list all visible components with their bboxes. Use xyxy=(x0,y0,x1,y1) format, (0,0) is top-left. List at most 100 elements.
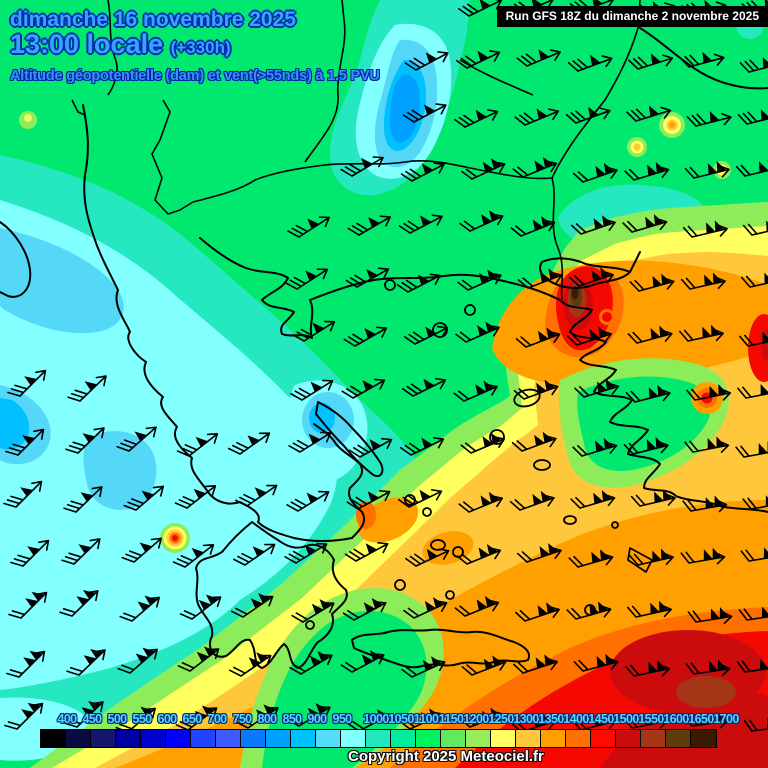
wind-barb xyxy=(515,602,560,622)
wind-barb xyxy=(116,426,157,452)
coastlines xyxy=(0,27,768,669)
wind-barb xyxy=(227,432,271,455)
colorbar-tick-label: 1700 xyxy=(713,712,739,726)
wind-barb xyxy=(454,596,500,617)
wind-barb xyxy=(457,0,503,17)
wind-barb xyxy=(515,327,561,348)
wind-barb xyxy=(292,320,336,342)
wind-barb xyxy=(511,431,557,452)
wind-barb xyxy=(623,437,669,455)
colorbar-cell xyxy=(641,730,666,747)
wind-barb xyxy=(570,490,616,509)
wind-barb xyxy=(566,601,612,620)
wind-barb xyxy=(284,542,328,564)
wind-barb xyxy=(514,108,560,126)
wind-barb xyxy=(61,538,101,565)
colorbar-tick-label: 1650 xyxy=(688,712,714,726)
wind-barb xyxy=(399,708,444,730)
wind-barb xyxy=(5,428,45,456)
wind-barb xyxy=(516,49,561,67)
wind-barb xyxy=(516,543,562,563)
wind-barb xyxy=(123,485,165,511)
colorbar-tick-label: 750 xyxy=(232,712,252,726)
wind-barb xyxy=(454,109,499,128)
colorbar-tick-label: 800 xyxy=(257,712,277,726)
wind-barb xyxy=(680,547,726,565)
colorbar-tick-label: 500 xyxy=(107,712,127,726)
colorbar-tick-label: 1450 xyxy=(588,712,614,726)
wind-barb xyxy=(347,709,392,732)
wind-barb xyxy=(678,324,724,342)
colorbar-cell xyxy=(91,730,116,747)
wind-barb xyxy=(684,161,730,179)
copyright-label: Copyright 2025 Meteociel.fr xyxy=(348,748,544,765)
wind-barb xyxy=(628,53,674,70)
wind-barb xyxy=(629,273,675,292)
wind-barb xyxy=(513,654,558,674)
wind-barb xyxy=(404,51,449,71)
colorbar-cell xyxy=(666,730,691,747)
wind-barb xyxy=(570,215,616,235)
colorbar-cell xyxy=(691,730,716,747)
colorbar-cell xyxy=(491,730,516,747)
colorbar-tick-label: 1400 xyxy=(563,712,589,726)
wind-barb xyxy=(567,54,613,72)
wind-barb xyxy=(685,659,731,677)
wind-barb xyxy=(682,220,728,238)
wind-barb xyxy=(739,57,768,73)
colorbar-tick-label: 900 xyxy=(307,712,327,726)
wind-barb xyxy=(398,214,443,234)
wind-barb xyxy=(456,50,501,69)
colorbar-cell xyxy=(516,730,541,747)
wind-barb xyxy=(399,436,445,456)
wind-barb xyxy=(400,162,445,182)
wind-barb xyxy=(289,651,333,675)
wind-barb xyxy=(67,375,107,402)
wind-barb xyxy=(735,159,768,177)
wind-barb xyxy=(457,269,502,291)
wind-barbs-layer xyxy=(3,0,768,734)
colorbar-cell xyxy=(266,730,291,747)
colorbar-tick-label: 1000 xyxy=(363,712,389,726)
wind-barb xyxy=(401,377,447,397)
wind-barb xyxy=(401,656,446,678)
wind-barb xyxy=(172,544,215,568)
colorbar xyxy=(40,729,717,748)
colorbar-cell xyxy=(241,730,266,747)
wind-barb xyxy=(509,490,555,511)
wind-barb xyxy=(291,599,335,623)
wind-barb xyxy=(458,491,504,513)
colorbar-cell xyxy=(191,730,216,747)
colorbar-tick-label: 700 xyxy=(207,712,227,726)
wind-barb xyxy=(627,325,673,344)
wind-barb xyxy=(687,607,733,624)
wind-barb xyxy=(684,436,730,453)
wind-barb xyxy=(115,706,156,733)
colorbar-tick-label: 550 xyxy=(132,712,152,726)
colorbar-tick-label: 1500 xyxy=(613,712,639,726)
colorbar-cell xyxy=(591,730,616,747)
colorbar-tick-label: 950 xyxy=(332,712,352,726)
colorbar-tick-label: 1350 xyxy=(538,712,564,726)
wind-barb xyxy=(235,484,278,507)
wind-barb xyxy=(344,542,389,562)
colorbar-tick-label: 400 xyxy=(57,712,77,726)
wind-barb xyxy=(517,268,563,289)
wind-barb xyxy=(236,704,279,729)
colorbar-tick-label: 1250 xyxy=(488,712,514,726)
colorbar-tick-label: 650 xyxy=(182,712,202,726)
wind-barb xyxy=(119,595,161,622)
wind-barb xyxy=(3,480,43,508)
wind-barb xyxy=(456,543,502,565)
wind-barb xyxy=(626,105,672,122)
wind-barb xyxy=(512,156,558,178)
wind-barb xyxy=(571,712,617,731)
colorbar-cell xyxy=(416,730,441,747)
wind-barb xyxy=(686,384,732,401)
wind-barb xyxy=(740,545,768,563)
colorbar-cell xyxy=(166,730,191,747)
wind-barb xyxy=(738,605,768,623)
colorbar-cell xyxy=(41,730,66,747)
